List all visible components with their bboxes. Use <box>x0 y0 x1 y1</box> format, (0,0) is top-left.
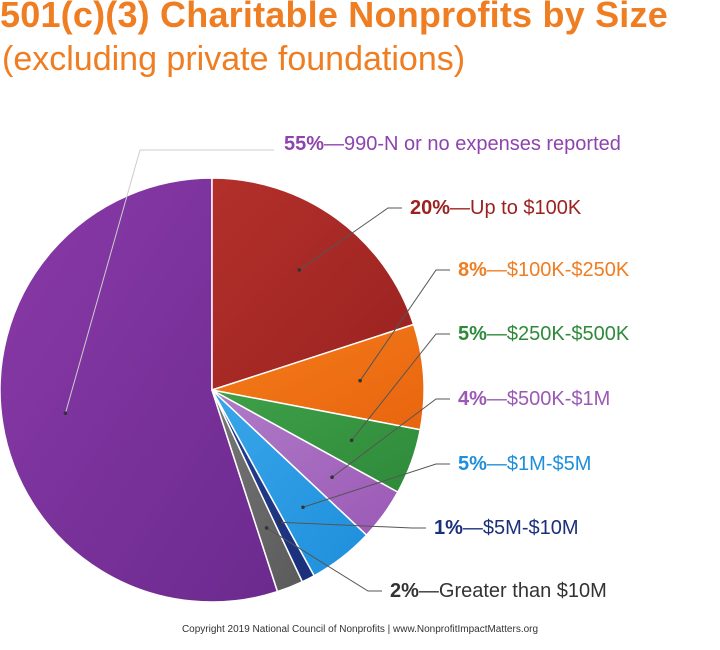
pie-slice <box>211 323 425 431</box>
slice-label: 55%—990-N or no expenses reported <box>284 133 621 155</box>
slice-category: $1M-$5M <box>507 453 591 475</box>
slice-percent: 55% <box>284 133 324 155</box>
leader-line <box>331 398 450 478</box>
slice-percent: 1% <box>434 517 463 539</box>
slice-label: 5%—$1M-$5M <box>458 453 591 475</box>
slice-percent: 5% <box>458 453 487 475</box>
slice-label: 5%—$250K-$500K <box>458 323 630 345</box>
slice-category: Up to $100K <box>470 197 582 219</box>
leader-dot <box>277 520 282 525</box>
slice-percent: 8% <box>458 259 487 281</box>
chart-title: 501(c)(3) Charitable Nonprofits by Size <box>0 0 668 35</box>
slice-dash: — <box>463 517 483 539</box>
chart-subtitle: (excluding private foundations) <box>2 40 466 78</box>
leader-dot <box>349 438 354 443</box>
slice-category: 990-N or no expenses reported <box>344 133 621 155</box>
slice-category: Greater than $10M <box>439 580 607 602</box>
leader-dot <box>264 526 269 530</box>
slice-dash: — <box>324 133 344 155</box>
slice-dash: — <box>419 580 439 602</box>
leader-line <box>298 207 402 271</box>
slice-label: 1%—$5M-$10M <box>434 517 579 539</box>
slice-label: 4%—$500K-$1M <box>458 388 610 410</box>
slice-label: 8%—$100K-$250K <box>458 259 630 281</box>
slice-dash: — <box>487 323 507 345</box>
slice-category: $5M-$10M <box>483 517 579 539</box>
slice-label: 20%—Up to $100K <box>410 197 582 219</box>
leader-line <box>359 269 450 381</box>
slice-category: $100K-$250K <box>507 259 630 281</box>
leader-line <box>64 149 274 414</box>
slice-percent: 20% <box>410 197 450 219</box>
slice-label: 2%—Greater than $10M <box>390 580 607 602</box>
leader-line <box>279 521 426 529</box>
slice-category: $500K-$1M <box>507 388 610 410</box>
slice-labels: 55%—990-N or no expenses reported20%—Up … <box>63 133 630 602</box>
slice-percent: 4% <box>458 388 487 410</box>
leader-dot <box>358 378 362 383</box>
slice-dash: — <box>487 259 507 281</box>
pie-slice <box>0 177 279 603</box>
slice-dash: — <box>487 453 507 475</box>
copyright-footer: Copyright 2019 National Council of Nonpr… <box>181 624 539 635</box>
leader-line <box>266 527 382 592</box>
slice-percent: 5% <box>458 323 487 345</box>
pie-slice <box>211 177 415 392</box>
slice-dash: — <box>450 197 470 219</box>
leader-dot <box>297 268 302 272</box>
leader-line <box>302 463 450 508</box>
leader-line <box>351 333 450 441</box>
slice-percent: 2% <box>390 580 419 602</box>
slice-dash: — <box>487 388 507 410</box>
pie-slices <box>0 177 425 603</box>
pie-slice <box>211 389 304 593</box>
leader-dot <box>330 475 334 480</box>
leader-dot <box>301 505 305 510</box>
leader-dot <box>63 411 68 416</box>
slice-category: $250K-$500K <box>507 323 630 345</box>
